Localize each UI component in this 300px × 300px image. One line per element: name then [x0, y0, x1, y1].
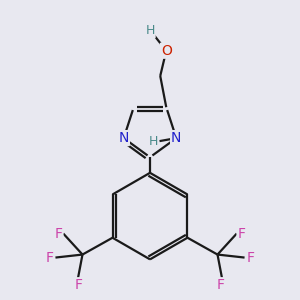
- Text: N: N: [171, 131, 181, 145]
- Text: F: F: [217, 278, 225, 292]
- Text: O: O: [161, 44, 172, 58]
- Text: F: F: [75, 278, 83, 292]
- Text: H: H: [145, 24, 155, 38]
- Text: N: N: [118, 131, 129, 145]
- Text: H: H: [149, 135, 158, 148]
- Text: F: F: [247, 250, 255, 265]
- Text: F: F: [45, 250, 53, 265]
- Text: F: F: [238, 226, 246, 241]
- Text: F: F: [54, 226, 62, 241]
